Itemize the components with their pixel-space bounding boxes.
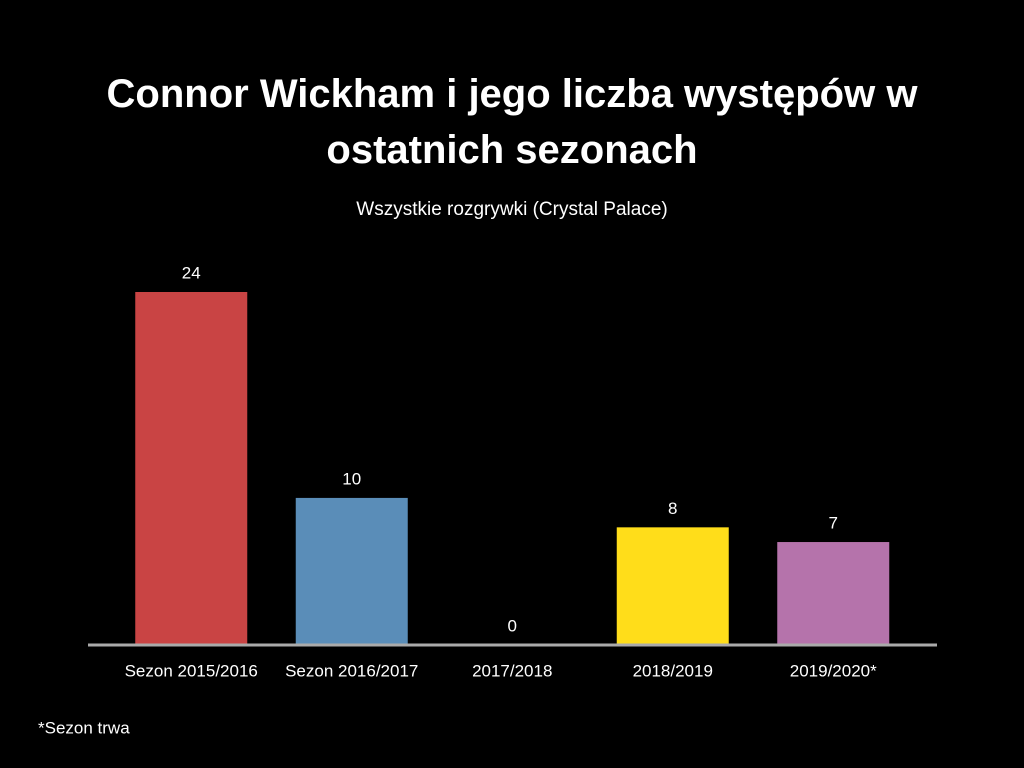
bar (616, 527, 729, 645)
value-label: 7 (829, 514, 838, 533)
x-tick-label: 2018/2019 (633, 661, 713, 680)
x-tick-label: Sezon 2016/2017 (285, 661, 418, 680)
x-tick-label: 2019/2020* (790, 661, 877, 680)
bar (295, 497, 408, 645)
value-label: 8 (668, 499, 677, 518)
value-label: 0 (508, 616, 517, 635)
value-label: 24 (182, 263, 201, 282)
x-tick-label: Sezon 2015/2016 (125, 661, 258, 680)
bar (777, 542, 890, 645)
value-label: 10 (342, 469, 361, 488)
x-tick-label: 2017/2018 (472, 661, 552, 680)
bar (135, 292, 248, 645)
footnote: *Sezon trwa (38, 718, 130, 737)
chart-subtitle: Wszystkie rozgrywki (Crystal Palace) (356, 199, 667, 220)
chart-title: Connor Wickham i jego liczba występów w … (106, 72, 918, 172)
